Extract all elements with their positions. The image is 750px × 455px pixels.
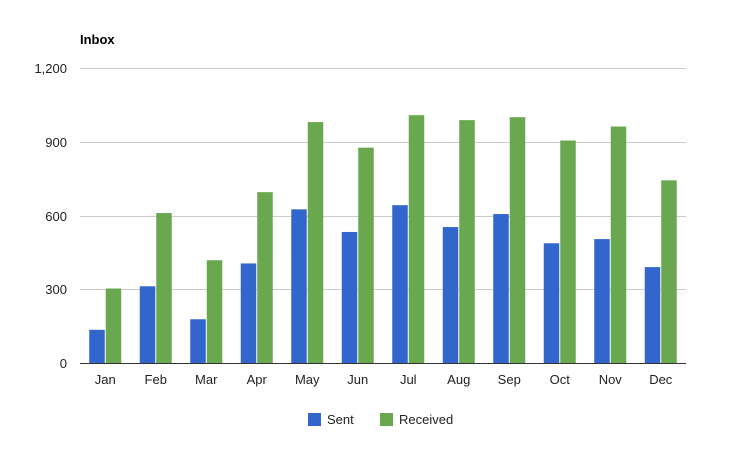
x-tick-label: Sep	[498, 372, 521, 387]
legend-item-received: Received	[380, 412, 453, 427]
bar-sent-sep	[493, 214, 509, 363]
x-tick-label: Oct	[550, 372, 571, 387]
bar-received-jan	[105, 288, 122, 363]
y-tick-label: 300	[45, 282, 67, 297]
bar-sent-jun	[341, 231, 358, 363]
bar-sent-jul	[392, 205, 408, 363]
x-tick-label: Aug	[447, 372, 470, 387]
x-axis-tick-labels: Jan Feb Mar Apr May Jun Jul Aug Sep Oct Nov Dec	[95, 372, 673, 387]
bar-received-nov	[610, 126, 627, 363]
bar-sent-nov	[594, 239, 610, 363]
bar-received-oct	[560, 140, 576, 363]
gridlines	[80, 68, 686, 290]
legend: Sent Received	[308, 412, 453, 427]
x-tick-label: Jan	[95, 372, 116, 387]
bar-sent-oct	[543, 243, 560, 363]
bar-received-apr	[257, 192, 273, 363]
bar-received-may	[307, 122, 324, 363]
bar-received-jun	[358, 147, 374, 363]
legend-label: Sent	[327, 412, 354, 427]
y-tick-label: 1,200	[34, 61, 67, 76]
bar-sent-dec	[644, 267, 661, 363]
x-tick-label: May	[295, 372, 320, 387]
x-tick-label: Dec	[649, 372, 673, 387]
bar-received-aug	[459, 120, 475, 363]
bar-received-jul	[408, 115, 425, 363]
y-tick-label: 600	[45, 209, 67, 224]
legend-label: Received	[399, 412, 453, 427]
y-axis-tick-labels: 0 300 600 900 1,200	[34, 61, 67, 371]
legend-item-sent: Sent	[308, 412, 354, 427]
chart-title: Inbox	[80, 32, 115, 47]
bar-sent-may	[291, 209, 307, 363]
legend-swatch-received	[380, 413, 393, 426]
bar-received-feb	[156, 213, 172, 363]
bars	[89, 115, 677, 364]
x-tick-label: Feb	[145, 372, 167, 387]
x-tick-label: Jun	[347, 372, 368, 387]
x-tick-label: Mar	[195, 372, 218, 387]
legend-swatch-sent	[308, 413, 321, 426]
bar-sent-aug	[442, 227, 459, 363]
x-tick-label: Jul	[400, 372, 417, 387]
bar-received-dec	[661, 180, 677, 363]
x-tick-label: Nov	[599, 372, 623, 387]
bar-sent-mar	[190, 319, 206, 363]
bar-sent-apr	[240, 263, 257, 363]
bar-sent-jan	[89, 329, 105, 363]
bar-received-mar	[206, 260, 223, 363]
bar-sent-feb	[139, 286, 156, 363]
y-tick-label: 0	[60, 356, 67, 371]
x-tick-label: Apr	[247, 372, 268, 387]
y-tick-label: 900	[45, 135, 67, 150]
bar-received-sep	[509, 117, 526, 364]
